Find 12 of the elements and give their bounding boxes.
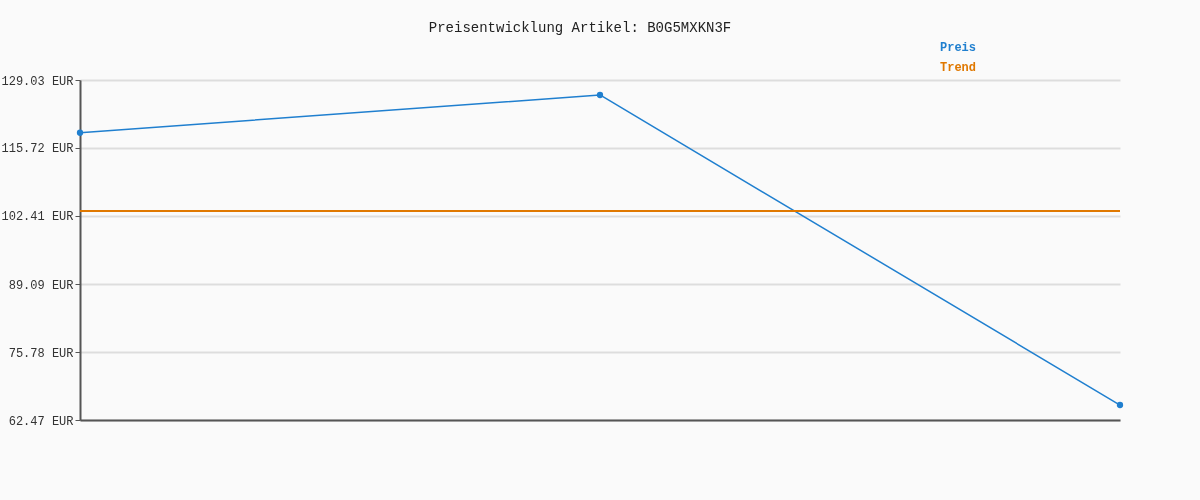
chart-title: Preisentwicklung Artikel: B0G5MXKN3F (428, 20, 732, 36)
y-tick-label: 75.78 EUR (8, 346, 74, 361)
point (596, 91, 604, 99)
y-tick-label: 62.47 EUR (8, 414, 74, 429)
text: Preis (940, 41, 977, 55)
point (76, 129, 84, 136)
y-tick-label: 102.41 EUR (1, 210, 74, 225)
y-tick-label: 129.03 EUR (1, 74, 74, 89)
y-tick-label: 89.09 EUR (8, 278, 74, 293)
y-tick-label: 115.72 EUR (1, 142, 74, 157)
point (1116, 401, 1124, 409)
text: Trend (940, 61, 977, 75)
